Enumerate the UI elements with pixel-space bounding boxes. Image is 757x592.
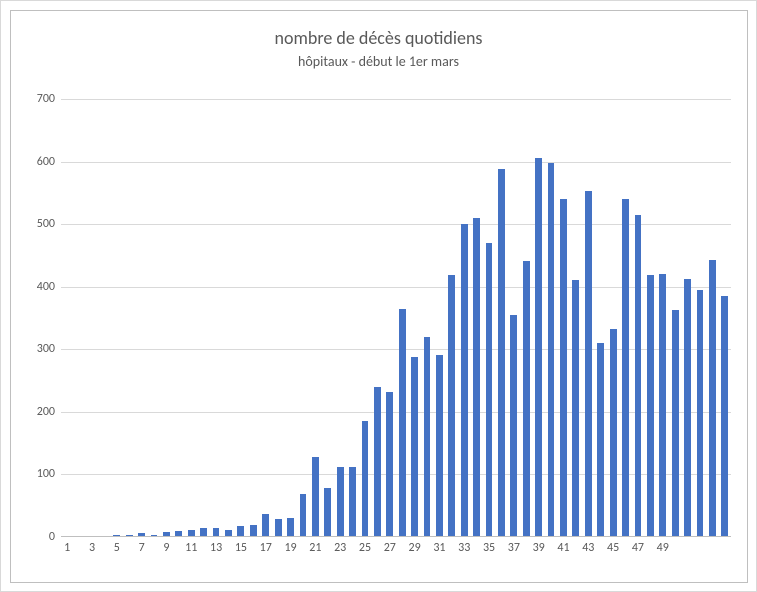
x-tick-label: 13 — [210, 541, 222, 555]
y-tick-label: 100 — [37, 467, 55, 481]
x-tick-label: 25 — [359, 541, 371, 555]
bar — [312, 457, 319, 537]
x-tick-label: 9 — [163, 541, 169, 555]
x-tick-label: 23 — [334, 541, 346, 555]
bar — [448, 275, 455, 537]
x-tick-label: 19 — [284, 541, 296, 555]
y-tick-label: 700 — [37, 92, 55, 106]
gridline — [61, 162, 731, 163]
chart-container: nombre de décès quotidiens hôpitaux - dé… — [0, 0, 757, 592]
bar — [411, 357, 418, 537]
bar — [572, 280, 579, 537]
bar — [324, 488, 331, 537]
bar — [399, 309, 406, 537]
bar — [585, 191, 592, 537]
x-tick-label: 43 — [582, 541, 594, 555]
x-tick-label: 41 — [557, 541, 569, 555]
bar — [548, 163, 555, 537]
bar — [374, 387, 381, 537]
bar — [262, 514, 269, 537]
gridline — [61, 474, 731, 475]
gridline — [61, 287, 731, 288]
x-tick-label: 17 — [260, 541, 272, 555]
x-tick-label: 27 — [384, 541, 396, 555]
bar — [510, 315, 517, 537]
bar — [486, 243, 493, 537]
bar — [721, 296, 728, 537]
bar — [523, 261, 530, 537]
bar — [610, 329, 617, 537]
plot-area: 0100200300400500600700 13579111315171921… — [61, 99, 731, 537]
bar — [659, 274, 666, 537]
bar — [635, 215, 642, 537]
x-tick-label: 5 — [114, 541, 120, 555]
x-axis-line — [61, 536, 731, 537]
bar — [275, 519, 282, 537]
gridline — [61, 99, 731, 100]
x-tick-label: 1 — [64, 541, 70, 555]
bar — [287, 518, 294, 537]
bar — [672, 310, 679, 537]
x-tick-label: 35 — [483, 541, 495, 555]
y-tick-label: 400 — [37, 280, 55, 294]
chart-title: nombre de décès quotidiens — [1, 27, 756, 49]
bar — [337, 467, 344, 537]
bar — [386, 392, 393, 537]
y-tick-label: 300 — [37, 342, 55, 356]
x-tick-label: 33 — [458, 541, 470, 555]
x-tick-label: 49 — [657, 541, 669, 555]
gridline — [61, 349, 731, 350]
chart-subtitle: hôpitaux - début le 1er mars — [1, 53, 756, 70]
bar — [684, 279, 691, 537]
y-tick-label: 600 — [37, 155, 55, 169]
x-tick-label: 47 — [632, 541, 644, 555]
bar — [300, 494, 307, 537]
bar — [647, 275, 654, 537]
x-tick-label: 11 — [185, 541, 197, 555]
x-tick-label: 37 — [508, 541, 520, 555]
bar — [362, 421, 369, 537]
x-tick-label: 7 — [139, 541, 145, 555]
x-tick-label: 31 — [433, 541, 445, 555]
bar — [498, 169, 505, 537]
bar — [535, 158, 542, 537]
bar — [349, 467, 356, 537]
x-tick-label: 3 — [89, 541, 95, 555]
bar — [424, 337, 431, 537]
bar — [622, 199, 629, 537]
x-tick-label: 39 — [533, 541, 545, 555]
bar — [697, 290, 704, 537]
x-tick-label: 29 — [409, 541, 421, 555]
gridline — [61, 412, 731, 413]
bar — [473, 218, 480, 537]
x-tick-label: 21 — [309, 541, 321, 555]
bar — [597, 343, 604, 537]
y-tick-label: 200 — [37, 405, 55, 419]
x-tick-label: 45 — [607, 541, 619, 555]
x-tick-label: 15 — [235, 541, 247, 555]
bar — [560, 199, 567, 537]
bar — [709, 260, 716, 537]
bar — [436, 355, 443, 537]
bar — [461, 224, 468, 537]
y-tick-label: 0 — [49, 530, 55, 544]
gridline — [61, 224, 731, 225]
y-tick-label: 500 — [37, 217, 55, 231]
